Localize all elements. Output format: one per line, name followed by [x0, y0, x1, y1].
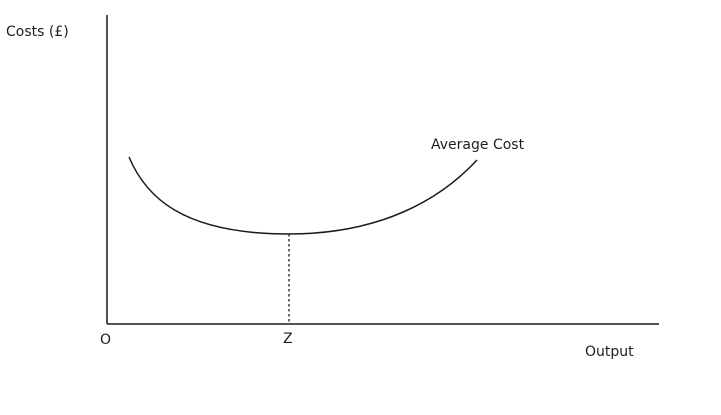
y-axis-label: Costs (£): [6, 24, 69, 40]
minimum-point-label: Z: [283, 331, 293, 347]
x-axis-label: Output: [585, 344, 634, 360]
average-cost-curve: [128, 156, 478, 235]
curve-label: Average Cost: [431, 137, 525, 153]
origin-label: O: [100, 332, 112, 348]
